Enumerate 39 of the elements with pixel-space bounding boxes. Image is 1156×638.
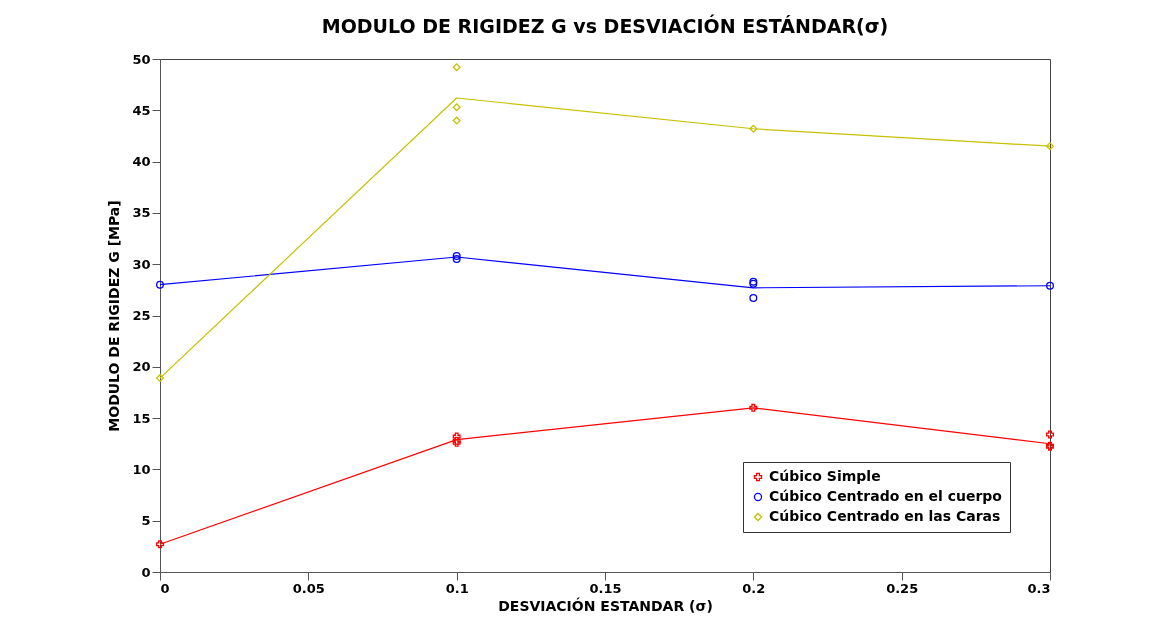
y-tick-label: 50: [132, 51, 151, 67]
point: [452, 116, 461, 125]
point: [1046, 430, 1054, 439]
point: [452, 432, 461, 441]
point: [1046, 281, 1054, 290]
point: [749, 403, 758, 412]
point: [452, 103, 461, 112]
x-tick-label: 0.05: [292, 580, 325, 596]
point: [452, 63, 461, 72]
x-tick-label: 0.25: [886, 580, 919, 596]
point: [452, 251, 461, 260]
x-tick-label: 0: [160, 580, 170, 596]
y-tick-label: 5: [141, 513, 151, 529]
x-tick-label: 0.2: [742, 580, 766, 596]
y-tick-label: 0: [141, 564, 151, 580]
x-axis-title: DESVIACIÓN ESTANDAR (σ): [498, 596, 713, 614]
chart-title: MODULO DE RIGIDEZ G vs DESVIACIÓN ESTÁNDAR(σ): [321, 14, 889, 37]
y-tick-label: 45: [132, 102, 151, 118]
point: [156, 374, 164, 383]
x-tick-label: 0.1: [445, 580, 469, 596]
y-tick-label: 30: [132, 256, 151, 272]
point: [1046, 142, 1054, 151]
y-tick-label: 40: [132, 154, 151, 170]
y-axis-title: MODULO DE RIGIDEZ G [MPa]: [106, 200, 123, 432]
point: [452, 255, 461, 264]
x-tick-label: 0.3: [1027, 580, 1051, 596]
x-tick-label: 0.15: [589, 580, 622, 596]
point: [156, 280, 164, 289]
y-tick-label: 10: [132, 461, 151, 477]
y-tick-label: 25: [132, 308, 151, 323]
point: [749, 294, 758, 303]
y-tick-label: 20: [132, 359, 151, 375]
y-tick-label: 15: [132, 410, 151, 426]
point: [156, 540, 164, 549]
legend-label: Cúbico Centrado en el cuerpo: [769, 488, 1003, 504]
point: [749, 124, 758, 133]
legend-label: Cúbico Simple: [769, 468, 881, 484]
legend-label: Cúbico Centrado en las Caras: [769, 508, 1001, 524]
y-tick-label: 35: [132, 205, 151, 221]
